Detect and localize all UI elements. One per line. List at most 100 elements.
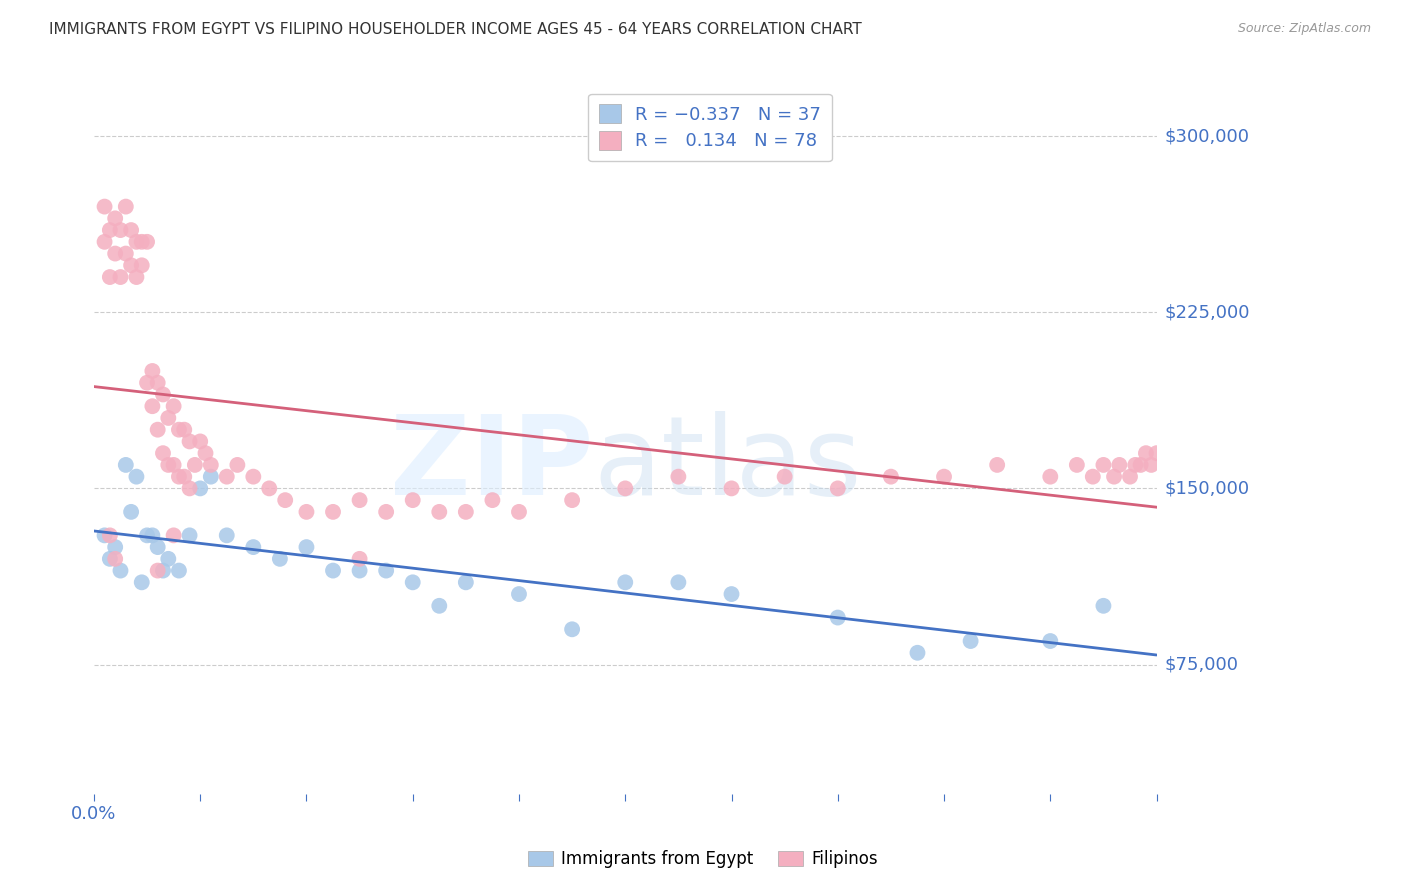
Point [274,493,297,508]
Text: $225,000: $225,000 [1166,303,1250,321]
Legend: R = −0.337   N = 37, R =   0.134   N = 78: R = −0.337 N = 37, R = 0.134 N = 78 [589,94,832,161]
Point [200,458,222,472]
Point [1039,469,1062,483]
Point [215,528,238,542]
Point [114,200,136,214]
Point [141,399,163,413]
Point [561,622,583,636]
Point [1135,446,1157,460]
Point [427,505,450,519]
Point [1119,469,1142,483]
Point [93,235,115,249]
Point [157,552,180,566]
Point [188,482,211,496]
Point [1092,458,1115,472]
Point [402,493,425,508]
Point [93,528,115,542]
Point [98,528,121,542]
Point [179,482,201,496]
Point [242,540,264,554]
Point [259,482,281,496]
Point [1039,634,1062,648]
Point [1129,458,1152,472]
Point [827,610,849,624]
Point [110,270,132,285]
Point [152,446,174,460]
Point [1123,458,1146,472]
Point [98,552,121,566]
Point [194,446,217,460]
Point [146,540,169,554]
Point [141,528,163,542]
Point [136,528,159,542]
Point [907,646,929,660]
Point [269,552,291,566]
Point [120,258,142,272]
Point [131,575,153,590]
Point [454,575,477,590]
Point [104,246,127,260]
Point [162,458,184,472]
Point [157,411,180,425]
Point [375,505,398,519]
Point [104,540,127,554]
Point [349,493,371,508]
Point [880,469,903,483]
Point [454,505,477,519]
Point [146,376,169,390]
Point [98,270,121,285]
Text: $75,000: $75,000 [1166,656,1239,673]
Point [136,376,159,390]
Point [322,564,344,578]
Point [1102,469,1125,483]
Point [1092,599,1115,613]
Point [959,634,981,648]
Point [125,469,148,483]
Point [114,458,136,472]
Point [167,469,190,483]
Point [157,458,180,472]
Point [614,482,637,496]
Point [226,458,249,472]
Point [179,434,201,449]
Point [120,505,142,519]
Point [184,458,207,472]
Point [188,434,211,449]
Point [167,564,190,578]
Point [402,575,425,590]
Point [666,469,689,483]
Point [614,575,637,590]
Point [215,469,238,483]
Point [322,505,344,519]
Point [162,399,184,413]
Point [375,564,398,578]
Point [125,270,148,285]
Point [773,469,796,483]
Point [1146,446,1168,460]
Point [146,423,169,437]
Point [114,246,136,260]
Point [93,200,115,214]
Point [481,493,503,508]
Text: IMMIGRANTS FROM EGYPT VS FILIPINO HOUSEHOLDER INCOME AGES 45 - 64 YEARS CORRELAT: IMMIGRANTS FROM EGYPT VS FILIPINO HOUSEH… [49,22,862,37]
Point [720,587,742,601]
Point [104,211,127,226]
Point [152,564,174,578]
Point [146,564,169,578]
Point [932,469,955,483]
Point [349,552,371,566]
Text: atlas: atlas [593,410,862,517]
Point [131,258,153,272]
Point [1066,458,1088,472]
Point [131,235,153,249]
Point [120,223,142,237]
Point [98,223,121,237]
Text: $300,000: $300,000 [1166,128,1250,145]
Point [173,469,195,483]
Point [141,364,163,378]
Text: Source: ZipAtlas.com: Source: ZipAtlas.com [1237,22,1371,36]
Point [1081,469,1104,483]
Point [561,493,583,508]
Point [720,482,742,496]
Text: ZIP: ZIP [389,410,593,517]
